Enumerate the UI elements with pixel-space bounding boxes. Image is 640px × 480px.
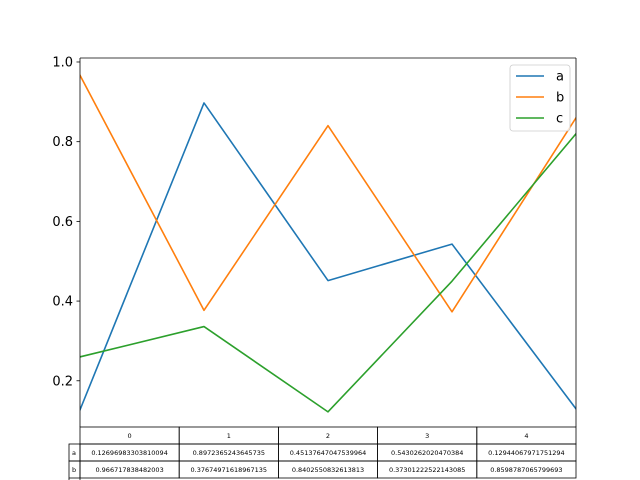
table-cell — [476, 460, 577, 479]
y-tick-label: 0.2 — [52, 374, 73, 389]
table-cell-value: 0.12696983303810094 — [91, 449, 168, 457]
series-lines — [80, 74, 576, 413]
series-line-c — [80, 132, 576, 413]
table-cell-value: 0.12944067971751294 — [488, 449, 565, 457]
legend-label-c: c — [556, 112, 563, 127]
table-cell-value: 0.5430262020470384 — [391, 449, 463, 457]
table-col-label: 3 — [425, 432, 429, 440]
series-line-b — [80, 74, 576, 313]
y-tick-label: 0.4 — [52, 295, 73, 310]
table-cell-value: 0.37674971618967135 — [191, 466, 268, 474]
table-row-label: b — [72, 466, 76, 474]
table-cell-value: 0.37301222522143085 — [389, 466, 466, 474]
y-tick-label: 0.8 — [52, 135, 73, 150]
series-line-a — [80, 102, 576, 411]
legend-box — [509, 64, 571, 132]
table-col-label: 0 — [128, 432, 132, 440]
legend-label-b: b — [556, 91, 564, 106]
table-cell-value: 0.8972365243645735 — [193, 449, 265, 457]
table-cell-value: 0.8402550832613813 — [292, 466, 364, 474]
legend: abc — [509, 64, 571, 132]
table-col-label: 1 — [227, 432, 231, 440]
axes: 0.2 0.4 0.6 0.8 1.0 — [52, 55, 577, 427]
y-tick-label: 0.6 — [52, 215, 73, 230]
table-col-label: 4 — [524, 432, 528, 440]
table-cell-value: 0.966717838482003 — [95, 466, 163, 474]
table-row-label: a — [72, 449, 76, 457]
legend-label-a: a — [556, 70, 564, 85]
table-col-label: 2 — [326, 432, 330, 440]
table-cell-value: 0.45137647047539964 — [290, 449, 367, 457]
data-table: 0 1 2 3 4 a 0.12696983303810094 0.8972365243645… — [68, 426, 577, 480]
table-cell-value: 0.8598787065799693 — [490, 466, 562, 474]
y-tick-label: 1.0 — [52, 55, 73, 70]
